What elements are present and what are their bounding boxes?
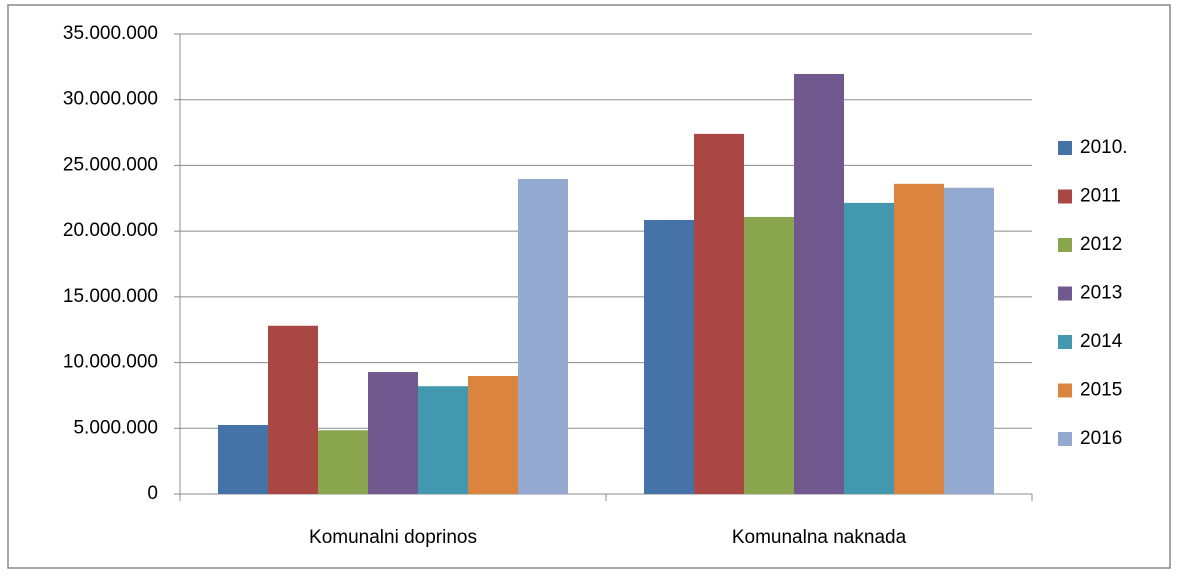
bar [794, 73, 844, 494]
bar [894, 183, 944, 495]
x-tick-label: Komunalni doprinos [309, 527, 477, 548]
x-tick-label: Komunalna naknada [732, 527, 907, 548]
legend-swatch [1058, 383, 1072, 398]
legend-label: 2015 [1080, 380, 1122, 401]
y-tick-label: 25.000.000 [63, 154, 158, 175]
bar [268, 325, 318, 494]
bar [744, 216, 794, 494]
y-tick-label: 20.000.000 [63, 220, 158, 241]
legend-swatch [1058, 189, 1072, 204]
y-tick-label: 30.000.000 [63, 89, 158, 110]
bar [518, 178, 568, 495]
y-tick-label: 5.000.000 [73, 417, 158, 438]
bar [218, 425, 268, 494]
bar [944, 187, 994, 494]
bar [418, 386, 468, 494]
y-tick-label: 15.000.000 [63, 286, 158, 307]
bar [368, 372, 418, 494]
bar [694, 133, 744, 494]
legend-swatch [1058, 432, 1072, 446]
legend-swatch [1058, 141, 1072, 155]
legend-swatch [1058, 335, 1072, 349]
legend-label: 2014 [1080, 331, 1123, 352]
bar [644, 219, 694, 494]
legend-label: 2016 [1080, 428, 1122, 449]
bar [844, 202, 894, 494]
legend-label: 2012 [1080, 234, 1122, 255]
legend-swatch [1058, 286, 1072, 301]
bar [318, 430, 368, 494]
bar [468, 375, 518, 494]
y-tick-label: 10.000.000 [63, 352, 158, 373]
legend-label: 2013 [1080, 283, 1122, 304]
chart-border [7, 4, 1171, 569]
y-tick-label: 0 [147, 483, 158, 504]
legend-swatch [1058, 238, 1072, 252]
y-tick-label: 35.000.000 [63, 23, 158, 44]
legend-label: 2011 [1080, 186, 1121, 207]
legend-label: 2010. [1080, 137, 1128, 158]
